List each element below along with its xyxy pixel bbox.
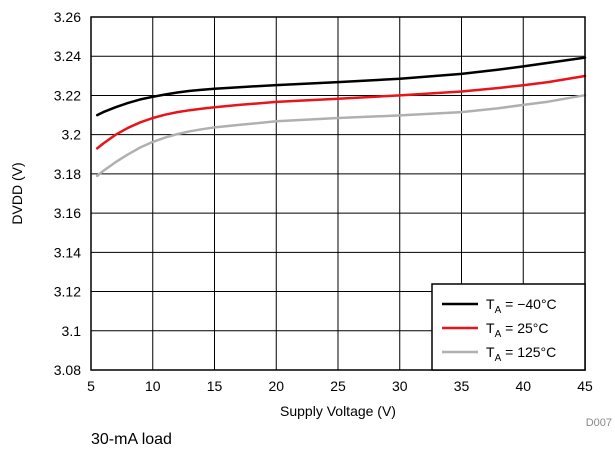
y-tick-label: 3.14 xyxy=(54,244,81,260)
x-axis-ticks: 5 10 15 20 25 30 35 40 45 xyxy=(87,378,593,394)
y-tick-label: 3.1 xyxy=(62,323,82,339)
grid-lines xyxy=(91,17,585,370)
x-tick-label: 40 xyxy=(515,378,531,394)
y-tick-label: 3.12 xyxy=(54,284,81,300)
series-lines xyxy=(95,56,587,178)
x-tick-label: 35 xyxy=(454,378,470,394)
chart-caption: 30-mA load xyxy=(91,431,172,448)
x-tick-label: 25 xyxy=(330,378,346,394)
series-line-0 xyxy=(95,56,587,117)
y-tick-label: 3.22 xyxy=(54,87,81,103)
x-tick-label: 5 xyxy=(87,378,95,394)
series-line-1 xyxy=(95,74,587,150)
legend-label-2: TA = 125°C xyxy=(486,344,556,364)
x-tick-label: 15 xyxy=(207,378,223,394)
y-tick-label: 3.16 xyxy=(54,205,81,221)
figure-id: D007 xyxy=(586,417,612,429)
plot-area-frame xyxy=(90,16,586,371)
x-tick-label: 30 xyxy=(392,378,408,394)
x-tick-label: 45 xyxy=(577,378,593,394)
legend: TA = −40°C TA = 25°C TA = 125°C xyxy=(431,283,586,371)
legend-label-1: TA = 25°C xyxy=(486,320,548,340)
y-axis-label: DVDD (V) xyxy=(9,162,25,224)
x-axis-label: Supply Voltage (V) xyxy=(280,403,396,419)
legend-label-0: TA = −40°C xyxy=(486,296,557,316)
y-tick-label: 3.18 xyxy=(54,166,81,182)
y-tick-label: 3.26 xyxy=(54,9,81,25)
series-line-2 xyxy=(95,93,587,178)
y-tick-label: 3.24 xyxy=(54,48,81,64)
y-tick-label: 3.08 xyxy=(54,362,81,378)
y-axis-ticks: 3.08 3.1 3.12 3.14 3.16 3.18 3.2 3.22 3.24 3.26 xyxy=(54,9,81,378)
y-tick-label: 3.2 xyxy=(62,127,82,143)
x-tick-label: 20 xyxy=(268,378,284,394)
x-tick-label: 10 xyxy=(145,378,161,394)
dvdd-vs-supply-voltage-chart: 5 10 15 20 25 30 35 40 45 3.08 3.1 3.12 3.14 3.16 3.1… xyxy=(9,9,612,429)
